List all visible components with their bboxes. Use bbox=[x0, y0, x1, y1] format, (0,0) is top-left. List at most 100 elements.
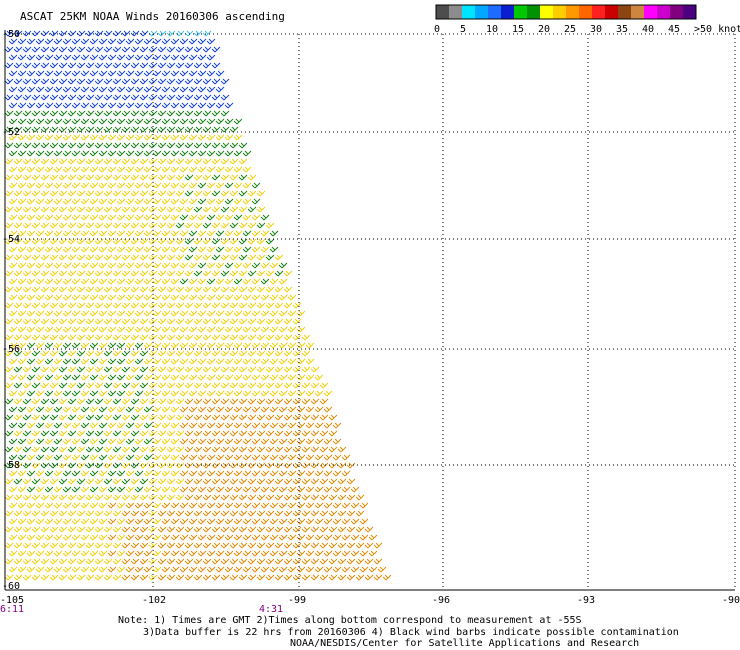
wind-barb bbox=[116, 214, 126, 221]
wind-barb bbox=[220, 558, 230, 565]
wind-barb bbox=[193, 542, 203, 549]
wind-barb bbox=[58, 494, 68, 501]
legend-swatch bbox=[475, 5, 488, 19]
wind-barb bbox=[121, 414, 131, 421]
wind-barb bbox=[337, 558, 347, 565]
wind-barb bbox=[40, 574, 50, 581]
wind-barb bbox=[125, 374, 135, 381]
wind-barb bbox=[143, 518, 153, 525]
wind-barb bbox=[26, 454, 36, 461]
wind-barb bbox=[112, 398, 122, 405]
wind-barb bbox=[193, 318, 203, 325]
wind-barb bbox=[260, 550, 270, 557]
wind-barb bbox=[341, 534, 351, 541]
wind-barb bbox=[89, 278, 99, 285]
wind-barb bbox=[17, 86, 27, 93]
wind-barb bbox=[202, 94, 212, 101]
wind-barb bbox=[31, 222, 41, 229]
wind-barb bbox=[346, 526, 356, 533]
wind-barb bbox=[256, 318, 266, 325]
wind-barb bbox=[35, 374, 45, 381]
wind-barb bbox=[184, 478, 194, 485]
wind-barb bbox=[274, 462, 284, 469]
wind-barb bbox=[152, 326, 162, 333]
wind-barb bbox=[49, 350, 59, 357]
wind-barb bbox=[148, 494, 158, 501]
wind-barb bbox=[161, 390, 171, 397]
wind-barb bbox=[67, 126, 77, 133]
wind-barb bbox=[260, 342, 270, 349]
wind-barb bbox=[49, 174, 59, 181]
wind-barb bbox=[22, 430, 32, 437]
wind-barb bbox=[125, 198, 135, 205]
wind-barb bbox=[206, 518, 216, 525]
wind-barb bbox=[134, 566, 144, 573]
wind-barb bbox=[274, 574, 284, 581]
wind-barb bbox=[76, 430, 86, 437]
wind-barb bbox=[296, 566, 306, 573]
wind-barb bbox=[247, 430, 257, 437]
wind-barb bbox=[62, 454, 72, 461]
legend-label: 10 bbox=[486, 24, 498, 35]
wind-barb bbox=[292, 414, 302, 421]
wind-barb bbox=[71, 310, 81, 317]
wind-barb bbox=[58, 446, 68, 453]
wind-barb bbox=[125, 518, 135, 525]
wind-barb bbox=[53, 566, 63, 573]
wind-barb bbox=[350, 550, 360, 557]
wind-barb bbox=[143, 342, 153, 349]
wind-barb bbox=[157, 142, 167, 149]
wind-barb bbox=[188, 374, 198, 381]
wind-barb bbox=[125, 54, 135, 61]
wind-barb bbox=[184, 142, 194, 149]
wind-barb bbox=[193, 158, 203, 165]
wind-barb bbox=[116, 454, 126, 461]
wind-barb bbox=[148, 286, 158, 293]
wind-barb bbox=[238, 238, 248, 245]
wind-barb bbox=[184, 526, 194, 533]
wind-barb bbox=[238, 414, 248, 421]
wind-barb bbox=[229, 446, 239, 453]
wind-barb bbox=[224, 134, 234, 141]
wind-barb bbox=[305, 566, 315, 573]
wind-barb bbox=[13, 350, 23, 357]
wind-barb bbox=[44, 486, 54, 493]
wind-barb bbox=[233, 374, 243, 381]
wind-barb bbox=[251, 198, 261, 205]
wind-barb bbox=[143, 118, 153, 125]
wind-barb bbox=[157, 414, 167, 421]
wind-barb bbox=[328, 494, 338, 501]
wind-barb bbox=[265, 558, 275, 565]
wind-barb bbox=[89, 438, 99, 445]
wind-barb bbox=[215, 326, 225, 333]
wind-barb bbox=[211, 398, 221, 405]
wind-barb bbox=[310, 430, 320, 437]
wind-barb bbox=[134, 342, 144, 349]
wind-barb bbox=[197, 262, 207, 269]
wind-barb bbox=[44, 246, 54, 253]
wind-barb bbox=[341, 502, 351, 509]
wind-barb bbox=[35, 454, 45, 461]
wind-barb bbox=[71, 150, 81, 157]
legend-swatch bbox=[436, 5, 449, 19]
wind-barb bbox=[161, 454, 171, 461]
wind-barb bbox=[355, 558, 365, 565]
wind-barb bbox=[22, 142, 32, 149]
wind-barb bbox=[193, 30, 203, 37]
wind-barb bbox=[283, 350, 293, 357]
wind-barb bbox=[58, 350, 68, 357]
wind-barb bbox=[283, 446, 293, 453]
legend-label: 25 bbox=[564, 24, 576, 35]
wind-barb bbox=[265, 414, 275, 421]
wind-barb bbox=[26, 550, 36, 557]
wind-barb bbox=[148, 126, 158, 133]
wind-barb bbox=[346, 462, 356, 469]
wind-barb bbox=[134, 502, 144, 509]
wind-barb bbox=[229, 238, 239, 245]
wind-barb bbox=[197, 454, 207, 461]
wind-barb bbox=[229, 318, 239, 325]
wind-barb bbox=[283, 478, 293, 485]
wind-barb bbox=[107, 550, 117, 557]
wind-barb bbox=[224, 198, 234, 205]
